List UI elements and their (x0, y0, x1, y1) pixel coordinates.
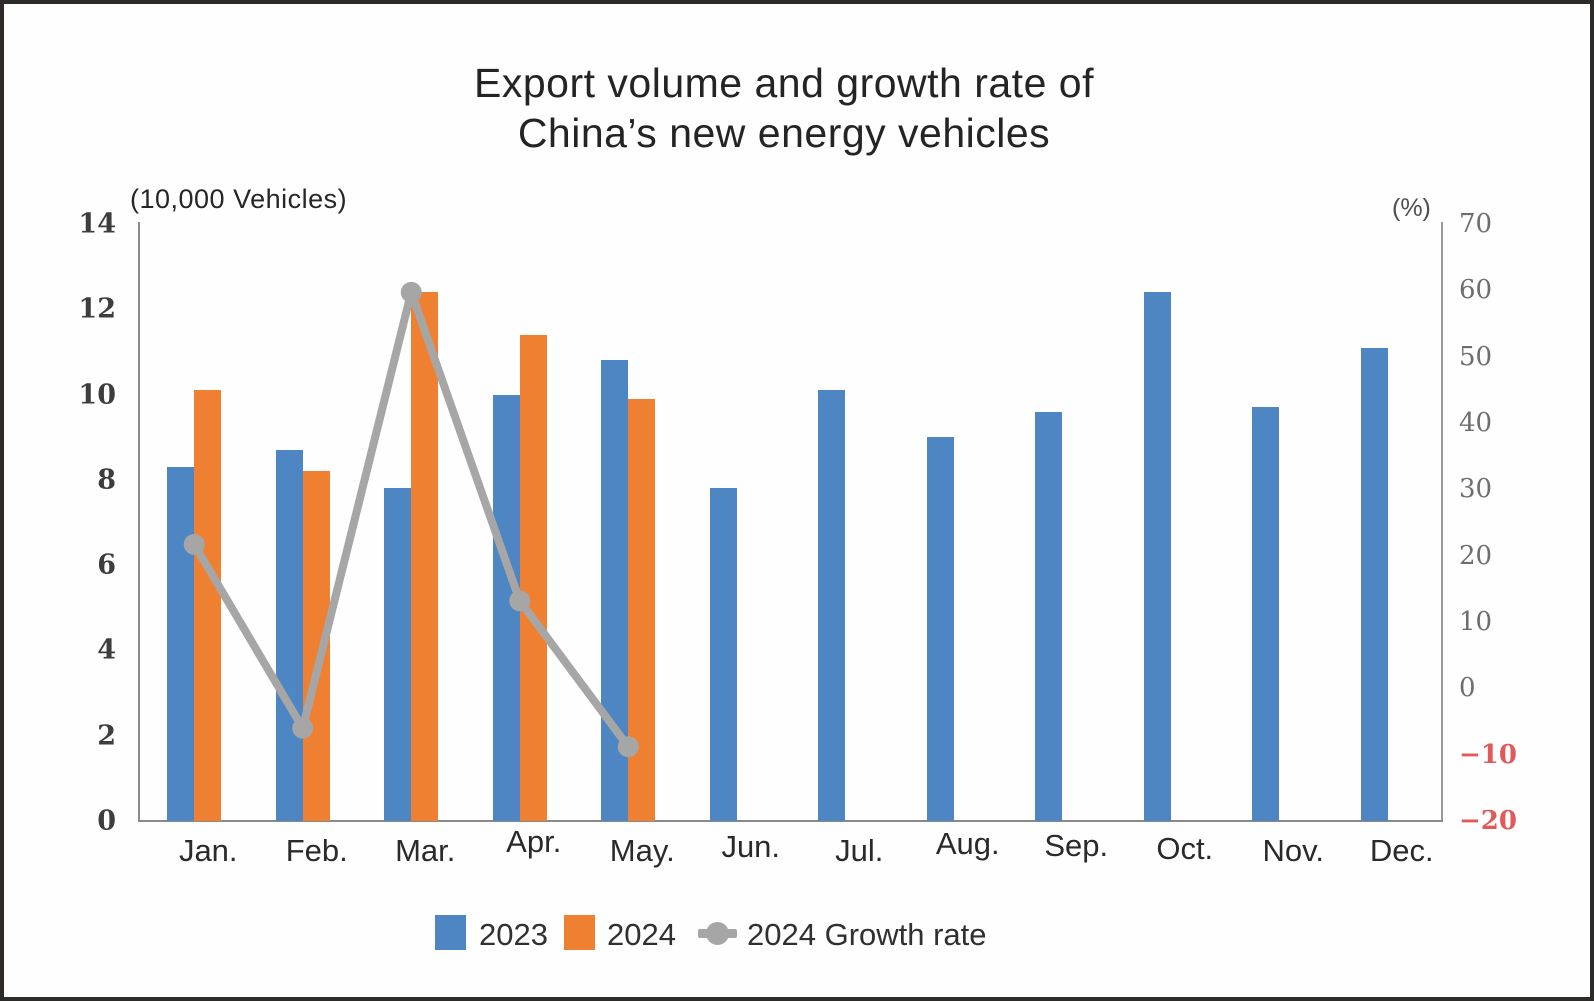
right-axis-line (1441, 222, 1443, 821)
right-axis-tick-label: 0 (1459, 673, 1476, 704)
legend-label-2024: 2024 (607, 917, 676, 952)
right-axis-tick-label: 50 (1459, 341, 1493, 372)
right-axis-tick-label: 10 (1459, 607, 1493, 637)
left-axis-tick-label: 12 (78, 293, 116, 325)
x-axis-label-oct: Oct. (1156, 831, 1214, 866)
left-axis-tick-label: 10 (78, 379, 116, 411)
legend-growth-marker-icon (706, 922, 729, 945)
legend-label-growth-rate: 2024 Growth rate (747, 917, 987, 952)
left-axis-tick-label: 6 (97, 549, 116, 581)
x-axis-label-dec: Dec. (1369, 833, 1434, 868)
x-axis-label-jun: Jun. (721, 829, 781, 864)
bar-2023-aug (926, 437, 954, 821)
bar-2024-apr (519, 334, 547, 821)
x-axis-label-jan: Jan. (178, 833, 238, 868)
x-axis-label-feb: Feb. (285, 833, 348, 868)
bar-2024-jan (194, 390, 222, 821)
x-axis-label-nov: Nov. (1262, 833, 1324, 868)
bar-2023-jul (818, 390, 846, 821)
right-axis-tick-label: 70 (1459, 209, 1493, 239)
legend-swatch-2024 (564, 915, 595, 950)
bar-2023-oct (1143, 292, 1171, 821)
bar-2023-jun (709, 488, 737, 821)
x-axis-label-may: May. (609, 833, 675, 868)
right-axis-tick-label: 60 (1459, 275, 1493, 306)
chart-title-line1: Export volume and growth rate of (474, 60, 1094, 106)
x-axis-label-sep: Sep. (1044, 828, 1109, 863)
bar-2024-feb (302, 471, 330, 821)
left-axis-tick-label: 4 (97, 634, 116, 666)
bar-2024-may (628, 398, 656, 821)
right-axis-unit-label: (%) (1392, 194, 1431, 222)
right-axis-tick-label: 20 (1459, 540, 1493, 571)
chart-title-line2: China’s new energy vehicles (517, 110, 1051, 156)
legend-swatch-2023 (435, 915, 466, 950)
x-axis-label-apr: Apr. (506, 824, 562, 859)
bar-2023-sep (1035, 411, 1063, 821)
x-axis-label-aug: Aug. (935, 826, 1000, 861)
bar-2023-dec (1360, 347, 1388, 821)
right-axis-tick-label: 30 (1459, 474, 1493, 505)
left-axis-tick-label: 8 (97, 464, 116, 496)
bar-2023-nov (1252, 407, 1280, 821)
bar-2023-may (601, 360, 629, 821)
left-axis-line (138, 222, 140, 821)
chart-title: Export volume and growth rate of China’s… (4, 58, 1564, 158)
bar-2023-feb (275, 450, 303, 821)
right-axis-tick-label: −10 (1459, 739, 1517, 770)
x-axis-line (138, 820, 1443, 822)
right-axis-tick-label: −20 (1459, 806, 1517, 836)
x-axis-label-jul: Jul. (835, 833, 884, 868)
right-axis-tick-label: 40 (1459, 408, 1493, 438)
left-axis-tick-label: 0 (97, 805, 116, 837)
left-axis-tick-label: 2 (97, 720, 116, 752)
bar-2023-mar (384, 488, 412, 821)
legend-label-2023: 2023 (479, 917, 548, 952)
bar-2024-mar (411, 292, 439, 821)
x-axis-label-mar: Mar. (395, 833, 456, 868)
bar-2023-apr (492, 394, 520, 821)
bar-2023-jan (167, 467, 195, 821)
left-axis-tick-label: 14 (78, 208, 116, 240)
left-axis-unit-label: (10,000 Vehicles) (130, 184, 348, 214)
